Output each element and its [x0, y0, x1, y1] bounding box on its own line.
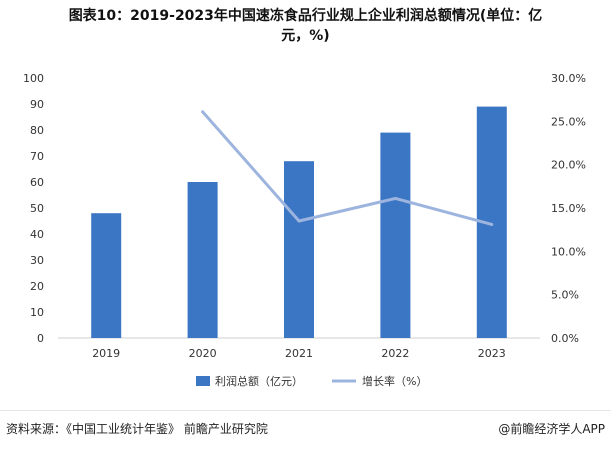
bar [380, 132, 411, 338]
footer: 资料来源：《中国工业统计年鉴》 前瞻产业研究院 @前瞻经济学人APP [6, 420, 605, 440]
y-right-tick-label: 30.0% [551, 72, 586, 85]
legend-label-line: 增长率（%） [362, 374, 427, 388]
chart-title-line-2: 元，%) [281, 28, 330, 44]
y-left-tick-label: 40 [30, 228, 44, 241]
chart-title-line-1: 图表10：2019-2023年中国速冻食品行业规上企业利润总额情况(单位：亿 [68, 8, 543, 24]
line-point [490, 222, 494, 226]
y-left-tick-label: 60 [30, 176, 44, 189]
y-right-tick-label: 20.0% [551, 159, 586, 172]
bar [91, 213, 122, 338]
bar [187, 182, 218, 338]
y-left-tick-label: 0 [37, 332, 44, 345]
y-left-tick-label: 50 [30, 202, 44, 215]
legend-swatch-bar [196, 376, 210, 386]
y-right-tick-label: 25.0% [551, 115, 586, 128]
x-tick-label: 2019 [92, 347, 120, 360]
line-point [297, 219, 301, 223]
x-tick-label: 2023 [478, 347, 506, 360]
x-tick-label: 2021 [285, 347, 313, 360]
y-left-tick-label: 90 [30, 98, 44, 111]
line-point [201, 110, 205, 114]
x-tick-label: 2020 [189, 347, 217, 360]
legend-label-bar: 利润总额（亿元） [215, 374, 303, 388]
x-tick-label: 2022 [381, 347, 409, 360]
bar [284, 161, 314, 338]
y-right-tick-label: 10.0% [551, 245, 586, 258]
y-right-tick-label: 15.0% [551, 202, 586, 215]
y-right-tick-label: 0.0% [551, 332, 579, 345]
y-left-tick-label: 20 [30, 280, 44, 293]
source-note: 资料来源：《中国工业统计年鉴》 前瞻产业研究院 [6, 422, 268, 436]
y-left-tick-label: 100 [23, 72, 44, 85]
credit-note: @前瞻经济学人APP [498, 422, 605, 436]
y-left-tick-label: 80 [30, 124, 44, 137]
y-left-tick-label: 70 [30, 150, 44, 163]
chart-title: 图表10：2019-2023年中国速冻食品行业规上企业利润总额情况(单位：亿 元… [0, 6, 611, 46]
y-left-tick-label: 30 [30, 254, 44, 267]
y-right-tick-label: 5.0% [551, 289, 579, 302]
y-left-tick-label: 10 [30, 306, 44, 319]
footer-divider [0, 410, 611, 411]
series-line-growth [201, 110, 493, 226]
chart-canvas: 0 10 20 30 40 50 60 70 80 90 100 0.0% 5.0% 10.0% 15.0%… [23, 72, 586, 388]
line-point [393, 196, 397, 200]
